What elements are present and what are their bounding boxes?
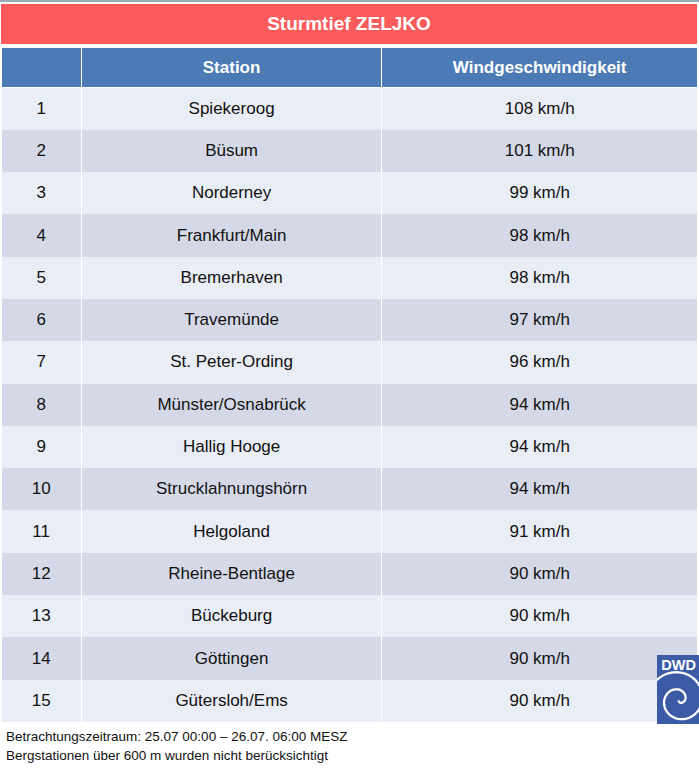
- svg-text:DWD: DWD: [661, 657, 696, 673]
